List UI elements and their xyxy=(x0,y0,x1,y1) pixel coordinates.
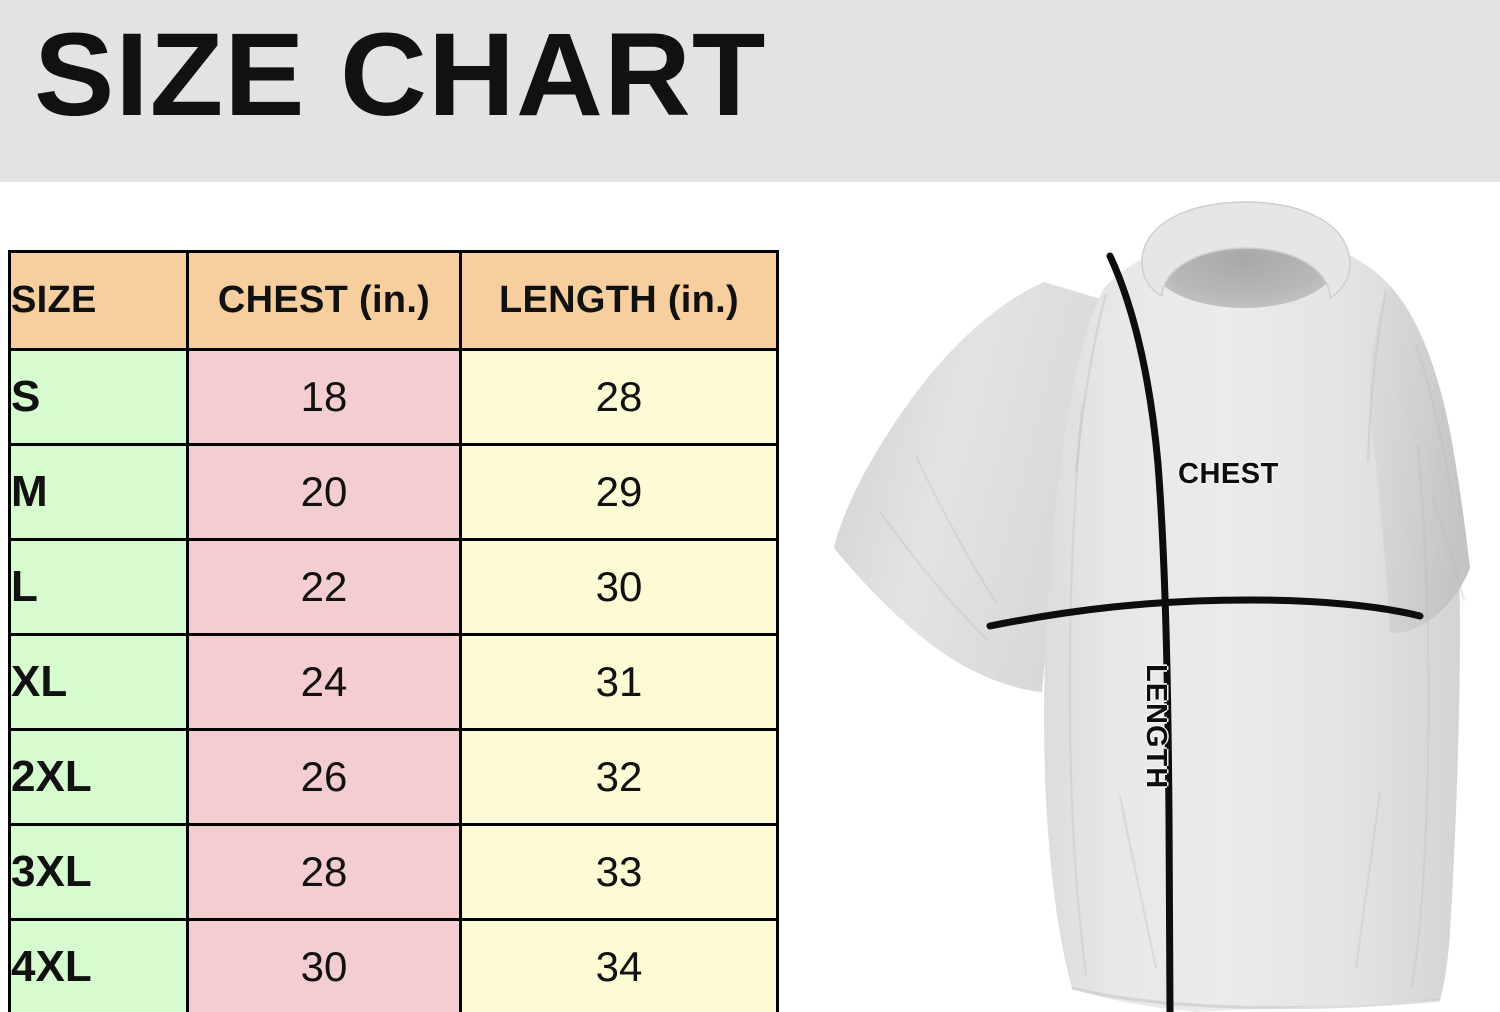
table-row: 2XL 26 32 xyxy=(8,728,779,826)
table-row: M 20 29 xyxy=(8,443,779,541)
column-header-chest: CHEST (in.) xyxy=(186,250,462,351)
cell-size: 4XL xyxy=(8,918,189,1012)
cell-length: 30 xyxy=(459,538,779,636)
cell-chest: 28 xyxy=(186,823,462,921)
chest-measure-label: CHEST xyxy=(1178,458,1279,490)
cell-chest: 22 xyxy=(186,538,462,636)
cell-length: 31 xyxy=(459,633,779,731)
table-header: SIZE CHEST (in.) LENGTH (in.) xyxy=(8,250,779,351)
size-table: SIZE CHEST (in.) LENGTH (in.) S 18 28 M … xyxy=(8,250,779,1012)
table-row: XL 24 31 xyxy=(8,633,779,731)
table-row: 3XL 28 33 xyxy=(8,823,779,921)
cell-chest: 20 xyxy=(186,443,462,541)
cell-length: 28 xyxy=(459,348,779,446)
cell-size: L xyxy=(8,538,189,636)
cell-length: 34 xyxy=(459,918,779,1012)
cell-size: XL xyxy=(8,633,189,731)
cell-size: M xyxy=(8,443,189,541)
shoulder-seams xyxy=(1074,289,1388,473)
table-body: S 18 28 M 20 29 L 22 30 XL 24 31 xyxy=(8,348,779,1012)
cell-chest: 26 xyxy=(186,728,462,826)
shirt-body-shape xyxy=(1044,231,1460,1012)
column-header-length: LENGTH (in.) xyxy=(459,250,779,351)
cell-length: 32 xyxy=(459,728,779,826)
table-row: L 22 30 xyxy=(8,538,779,636)
fabric-folds xyxy=(878,344,1466,988)
table-row: 4XL 30 34 xyxy=(8,918,779,1012)
cell-length: 29 xyxy=(459,443,779,541)
cell-chest: 18 xyxy=(186,348,462,446)
title-band: SIZE CHART xyxy=(0,0,1500,182)
length-measure-line xyxy=(1106,252,1174,1012)
table-header-row: SIZE CHEST (in.) LENGTH (in.) xyxy=(8,250,779,351)
page-title: SIZE CHART xyxy=(34,9,767,141)
right-sleeve-shape xyxy=(1369,286,1470,633)
tshirt-icon xyxy=(834,201,1470,1012)
cell-size: 2XL xyxy=(8,728,189,826)
chest-measure-line xyxy=(986,596,1424,630)
collar-band xyxy=(1141,201,1351,300)
table-row: S 18 28 xyxy=(8,348,779,446)
left-sleeve-shape xyxy=(834,282,1104,692)
cell-chest: 24 xyxy=(186,633,462,731)
cell-length: 33 xyxy=(459,823,779,921)
tshirt-illustration: CHEST LENGTH xyxy=(820,196,1480,1012)
shirt-hem xyxy=(1071,986,1441,1010)
length-measure-label: LENGTH xyxy=(1140,664,1172,790)
column-header-size: SIZE xyxy=(8,250,189,351)
size-table-container: SIZE CHEST (in.) LENGTH (in.) S 18 28 M … xyxy=(8,250,779,1012)
cell-size: 3XL xyxy=(8,823,189,921)
cell-chest: 30 xyxy=(186,918,462,1012)
cell-size: S xyxy=(8,348,189,446)
